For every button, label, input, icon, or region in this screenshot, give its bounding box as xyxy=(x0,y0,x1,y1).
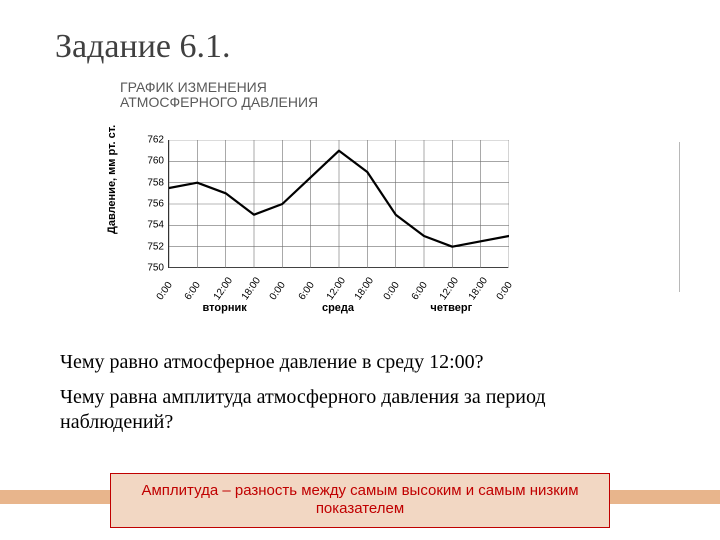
question-1: Чему равно атмосферное давление в среду … xyxy=(60,350,660,375)
day-labels: вторниксредачетверг xyxy=(168,302,508,318)
side-line xyxy=(679,142,680,292)
x-ticks: 0:006:0012:0018:000:006:0012:0018:000:00… xyxy=(168,270,508,306)
pressure-chart: Давление, мм рт. ст. 7507527547567587607… xyxy=(120,136,550,336)
amplitude-note: Амплитуда – разность между самым высоким… xyxy=(110,473,610,529)
page-title: Задание 6.1. xyxy=(0,0,720,66)
question-2: Чему равна амплитуда атмосферного давлен… xyxy=(60,385,660,435)
chart-svg xyxy=(169,140,509,268)
y-axis-label: Давление, мм рт. ст. xyxy=(106,125,118,234)
plot-area xyxy=(168,140,508,268)
y-ticks: 750752754756758760762 xyxy=(142,136,166,268)
questions-block: Чему равно атмосферное давление в среду … xyxy=(60,350,660,445)
chart-subtitle: ГРАФИК ИЗМЕНЕНИЯ АТМОСФЕРНОГО ДАВЛЕНИЯ xyxy=(0,66,360,111)
